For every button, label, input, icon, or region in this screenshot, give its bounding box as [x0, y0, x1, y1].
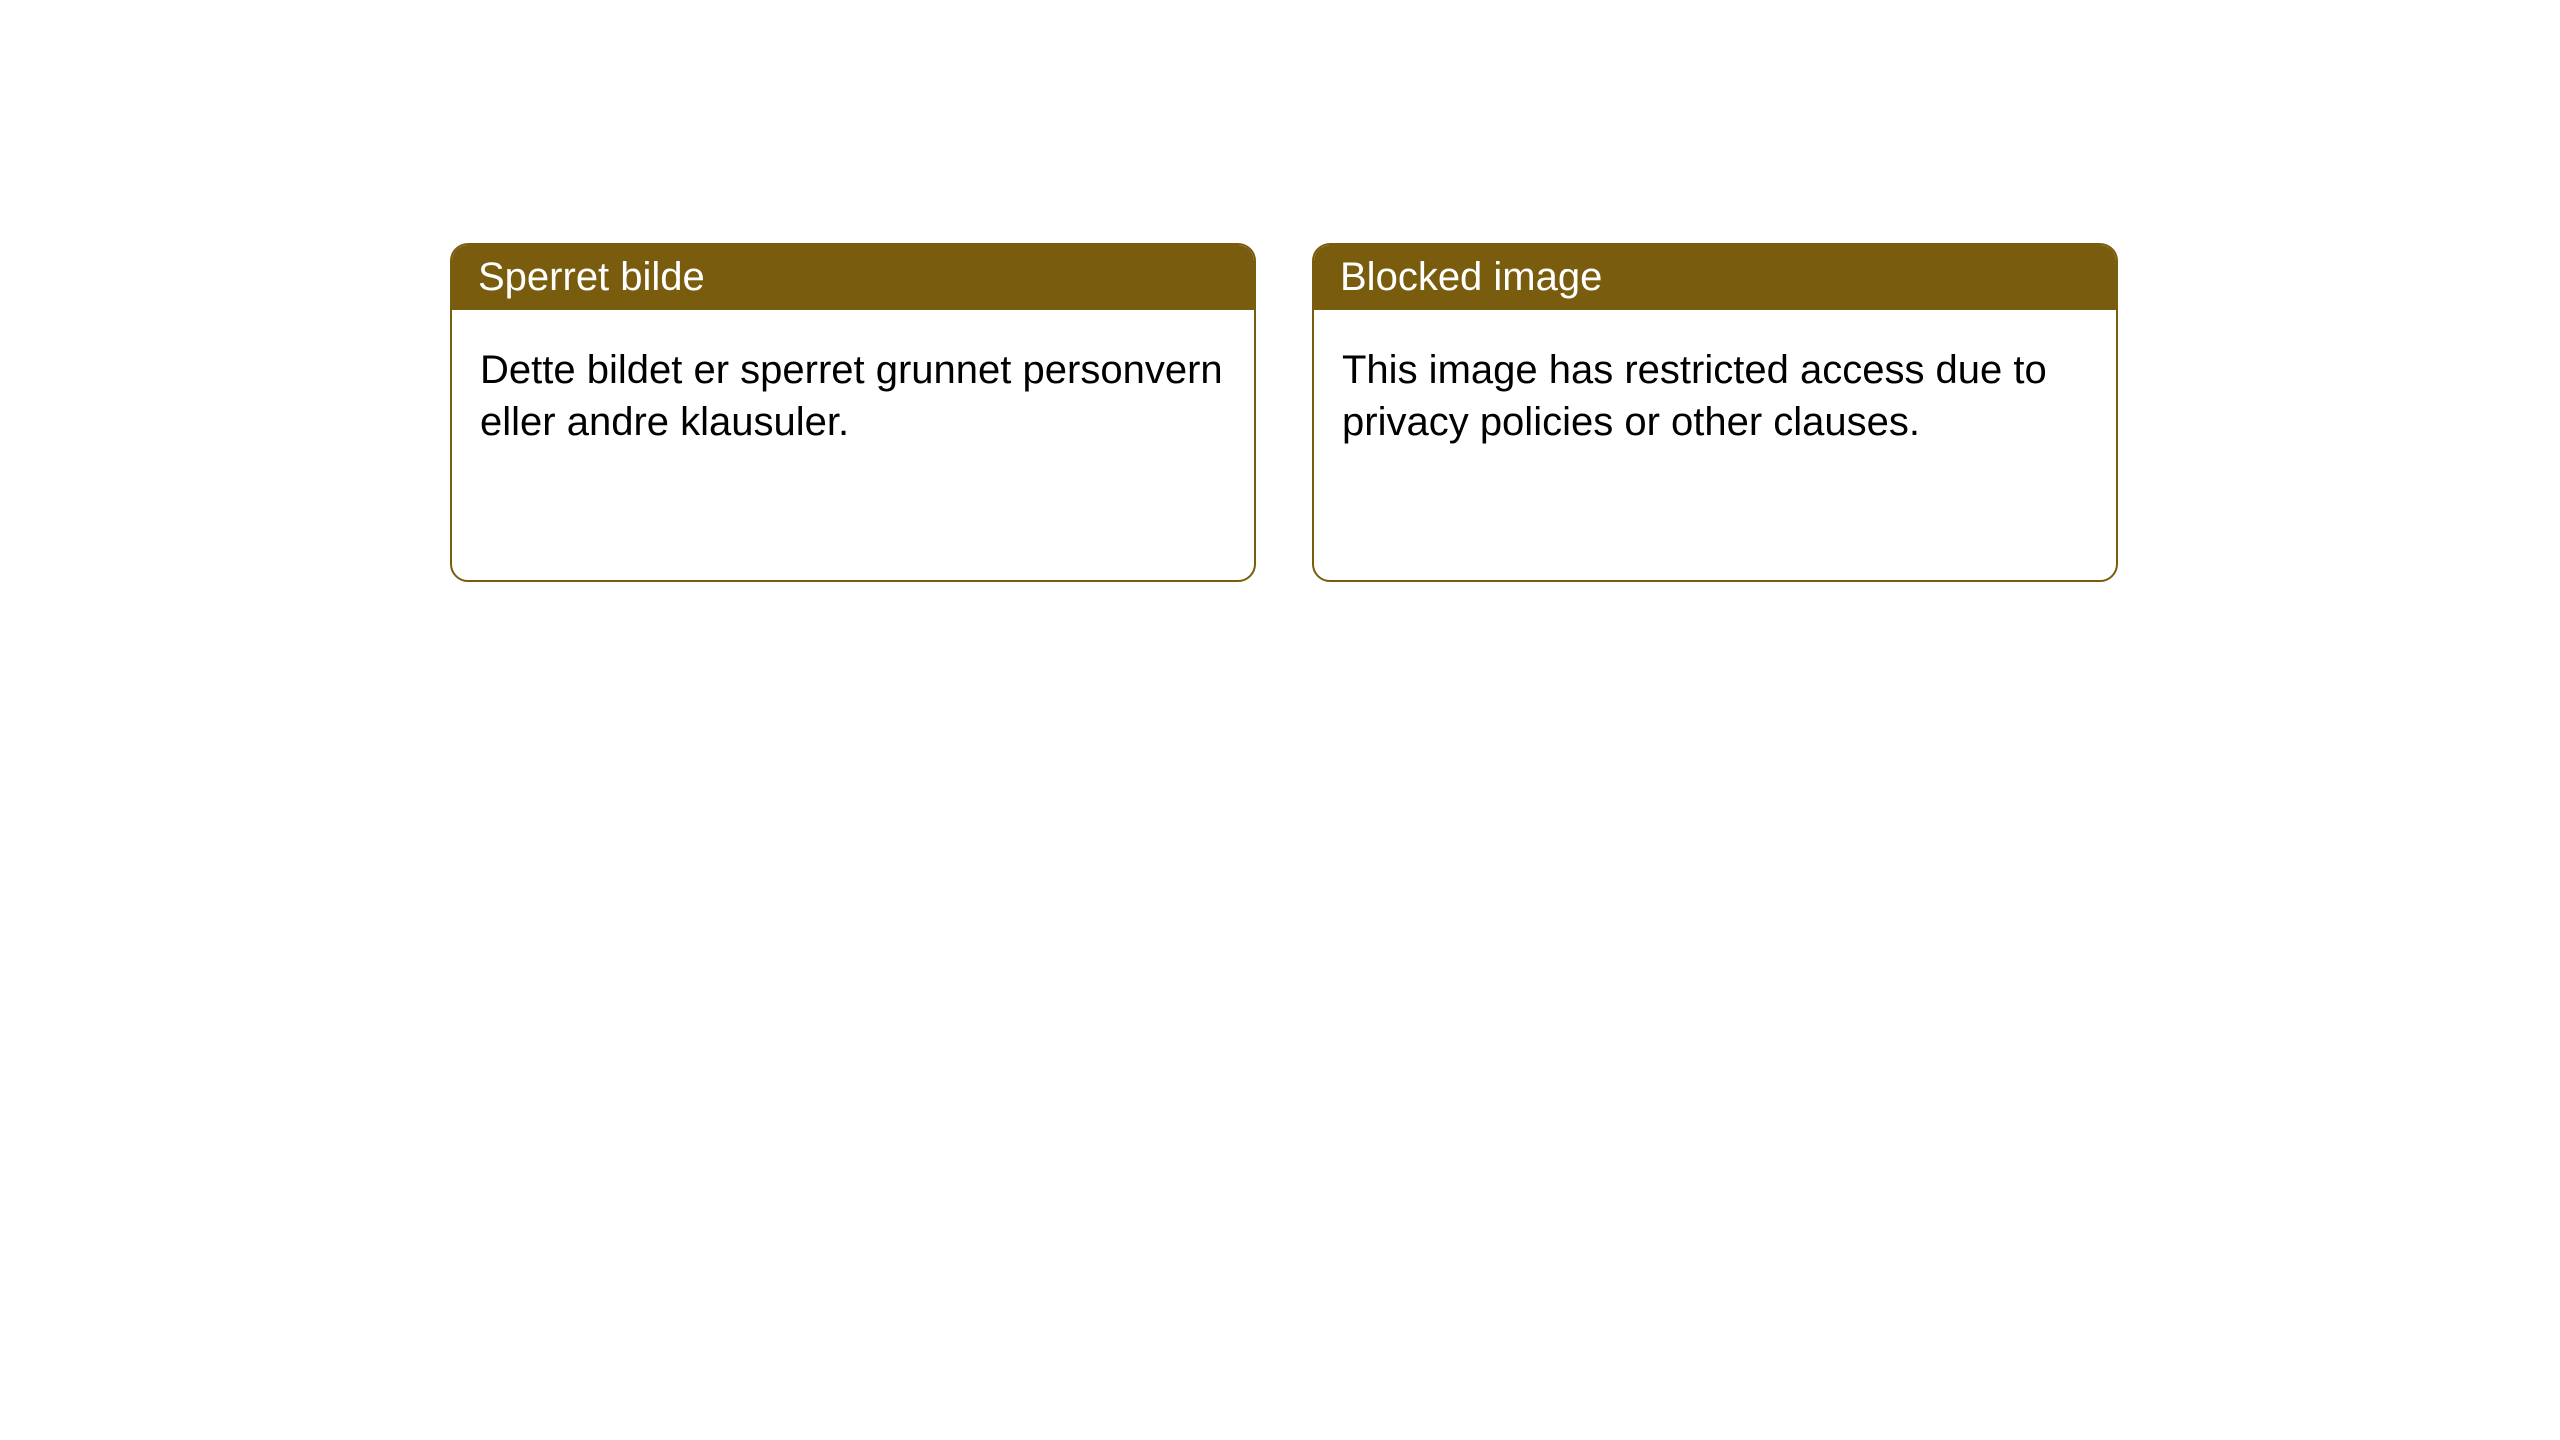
notice-card-header: Blocked image	[1314, 245, 2116, 310]
notice-body-text: Dette bildet er sperret grunnet personve…	[480, 348, 1223, 444]
notice-card-body: This image has restricted access due to …	[1314, 310, 2116, 482]
notice-card-header: Sperret bilde	[452, 245, 1254, 310]
notice-card-english: Blocked image This image has restricted …	[1312, 243, 2118, 582]
notice-title: Sperret bilde	[478, 255, 705, 299]
notice-container: Sperret bilde Dette bildet er sperret gr…	[0, 0, 2560, 582]
notice-card-norwegian: Sperret bilde Dette bildet er sperret gr…	[450, 243, 1256, 582]
notice-title: Blocked image	[1340, 255, 1602, 299]
notice-body-text: This image has restricted access due to …	[1342, 348, 2047, 444]
notice-card-body: Dette bildet er sperret grunnet personve…	[452, 310, 1254, 482]
